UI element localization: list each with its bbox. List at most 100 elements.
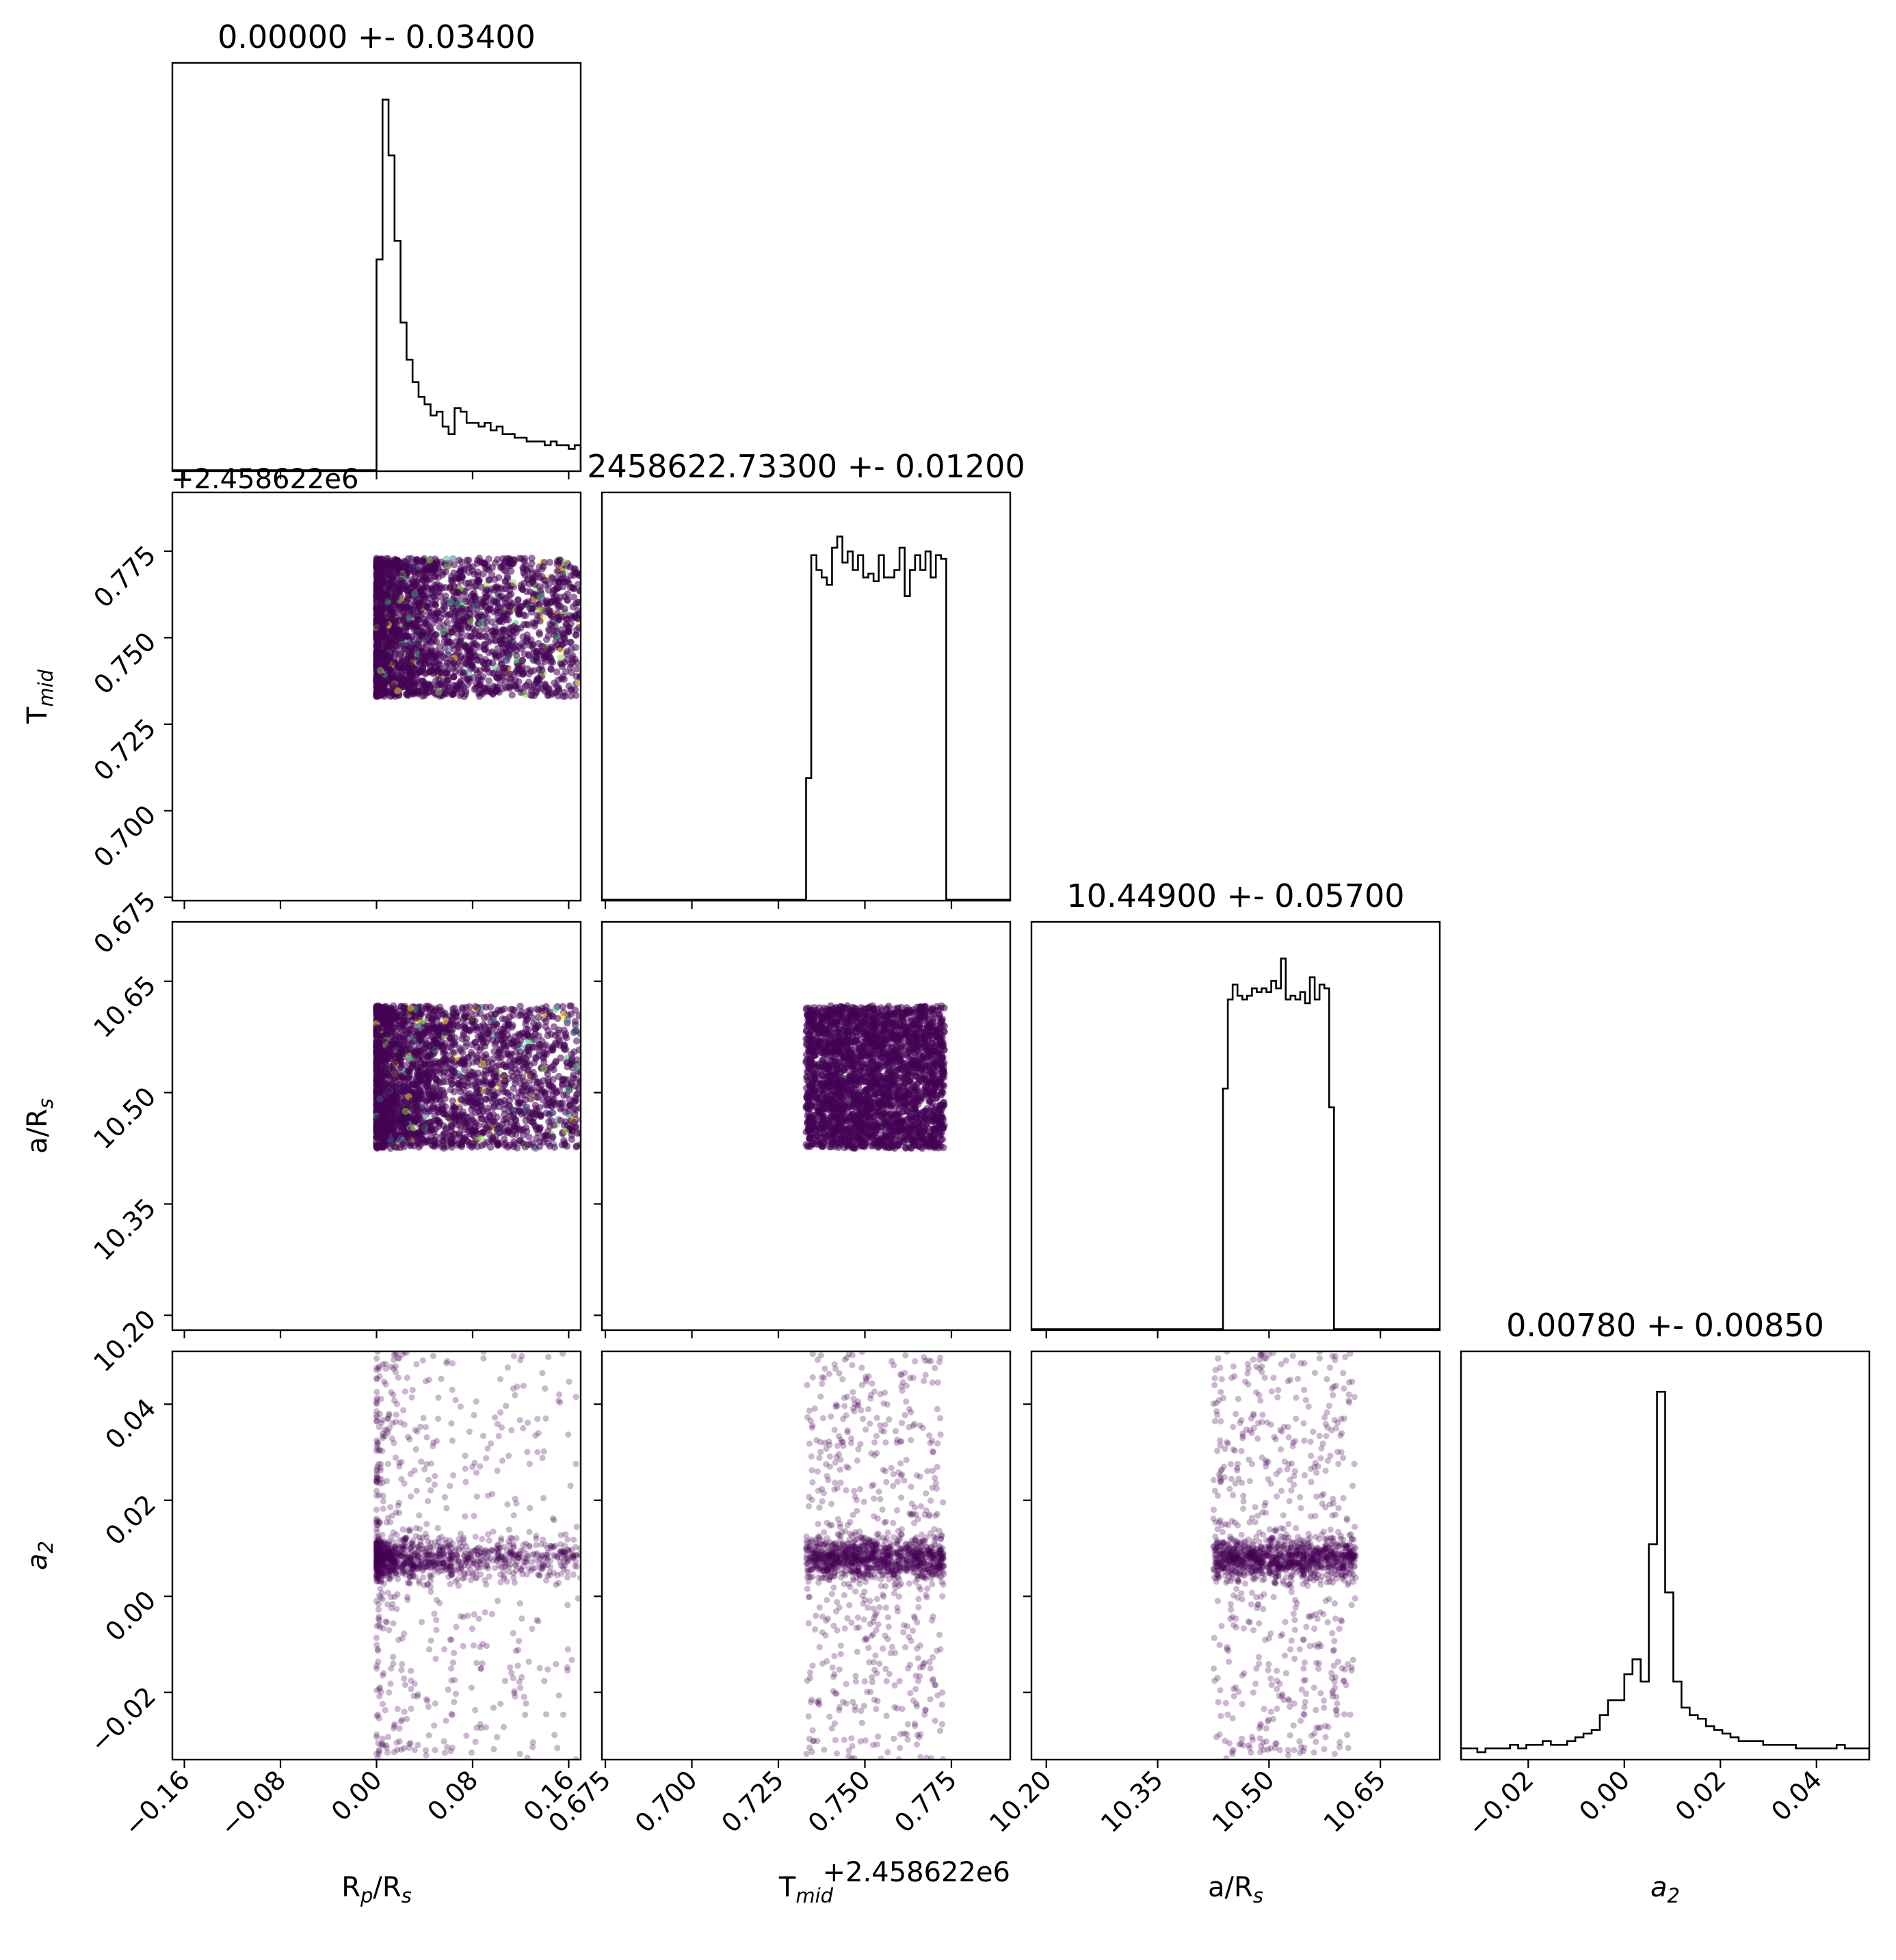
- scatter-point: [538, 666, 546, 674]
- scatter-point: [558, 663, 566, 670]
- scatter-point: [577, 570, 581, 577]
- scatter-point: [469, 663, 476, 672]
- scatter-point: [570, 565, 578, 573]
- scatter-point: [436, 1098, 445, 1105]
- scatter-point: [483, 1013, 491, 1020]
- scatter-point: [521, 557, 528, 566]
- scatter-point: [412, 1027, 420, 1035]
- scatter-point: [528, 683, 536, 691]
- scatter-point: [572, 631, 580, 639]
- scatter-point: [378, 628, 385, 635]
- scatter-point: [457, 1087, 464, 1096]
- scatter-point: [505, 607, 513, 615]
- scatter-point: [542, 1018, 550, 1025]
- scatter-point: [485, 677, 492, 685]
- scatter-point: [488, 659, 497, 667]
- scatter-point: [534, 1014, 542, 1021]
- scatter-point: [548, 622, 555, 629]
- scatter-point: [479, 1128, 486, 1136]
- scatter-point: [486, 1111, 494, 1120]
- scatter-point: [505, 1096, 514, 1104]
- scatter-point: [555, 1072, 563, 1081]
- scatter-point: [549, 1134, 556, 1142]
- scatter-point: [535, 680, 542, 687]
- scatter-point: [496, 617, 503, 624]
- scatter-point: [567, 660, 575, 668]
- scatter-point: [423, 566, 431, 574]
- scatter-point: [475, 674, 483, 681]
- scatter-point: [419, 585, 427, 594]
- scatter-point: [517, 602, 525, 610]
- scatter-point: [434, 608, 442, 615]
- scatter-point: [517, 1079, 525, 1087]
- scatter-point: [542, 1003, 550, 1011]
- scatter-point: [477, 626, 484, 634]
- scatter-point: [519, 633, 527, 641]
- scatter-point: [532, 1055, 540, 1063]
- scatter-point: [421, 1024, 428, 1031]
- scatter-point: [567, 686, 575, 694]
- scatter-point: [405, 568, 413, 576]
- scatter-point: [535, 600, 542, 609]
- scatter-point: [510, 644, 518, 652]
- scatter-point: [553, 668, 561, 676]
- scatter-point: [456, 1044, 464, 1052]
- scatter-point: [393, 613, 400, 622]
- scatter-point: [415, 1113, 423, 1120]
- scatter-point: [510, 1085, 517, 1092]
- scatter-point: [484, 665, 491, 672]
- scatter-point: [540, 1058, 548, 1066]
- scatter-point: [438, 668, 445, 676]
- scatter-point: [575, 609, 581, 618]
- scatter-point: [395, 655, 402, 663]
- scatter-point: [525, 670, 533, 678]
- scatter-point: [525, 1133, 533, 1141]
- scatter-point: [560, 1027, 568, 1034]
- scatter-point: [450, 594, 458, 601]
- scatter-point: [561, 1032, 569, 1040]
- scatter-point: [391, 601, 399, 609]
- scatter-point: [436, 643, 443, 650]
- scatter-point: [571, 1027, 579, 1034]
- scatter-point: [493, 584, 501, 592]
- scatter-point: [391, 556, 399, 564]
- scatter-point: [378, 648, 386, 657]
- scatter-point: [482, 656, 489, 663]
- scatter-point: [508, 691, 516, 699]
- scatter-point: [406, 1139, 414, 1147]
- scatter-point: [377, 594, 385, 602]
- scatter-point: [446, 1133, 454, 1141]
- scatter-point: [431, 1038, 438, 1046]
- scatter-point: [374, 641, 382, 649]
- scatter-point: [488, 1081, 495, 1089]
- scatter-point: [545, 1117, 553, 1126]
- scatter-point: [568, 1131, 576, 1139]
- scatter-point: [438, 1143, 445, 1150]
- scatter-point: [561, 1139, 569, 1147]
- scatter-point: [516, 1003, 524, 1010]
- scatter-point: [501, 644, 510, 652]
- scatter-point: [506, 635, 514, 643]
- scatter-point: [395, 626, 402, 635]
- scatter-point: [464, 1054, 472, 1061]
- scatter-point: [572, 691, 580, 700]
- scatter-point: [422, 689, 430, 697]
- scatter-point: [571, 1018, 579, 1025]
- scatter-point: [436, 1023, 443, 1031]
- scatter-point: [552, 637, 559, 646]
- scatter-point: [493, 1126, 501, 1133]
- scatter-point: [400, 579, 408, 587]
- scatter-point: [435, 689, 443, 696]
- scatter-point: [481, 646, 488, 654]
- scatter-point: [409, 672, 417, 680]
- scatter-point: [559, 1081, 566, 1088]
- scatter-point: [528, 559, 536, 568]
- scatter-point: [440, 621, 448, 629]
- scatter-point: [448, 1124, 456, 1131]
- scatter-point: [538, 572, 546, 581]
- scatter-point: [502, 557, 510, 566]
- scatter-point: [520, 670, 527, 678]
- scatter-point: [458, 605, 466, 612]
- scatter-point: [451, 1069, 458, 1076]
- scatter-point: [483, 1138, 491, 1146]
